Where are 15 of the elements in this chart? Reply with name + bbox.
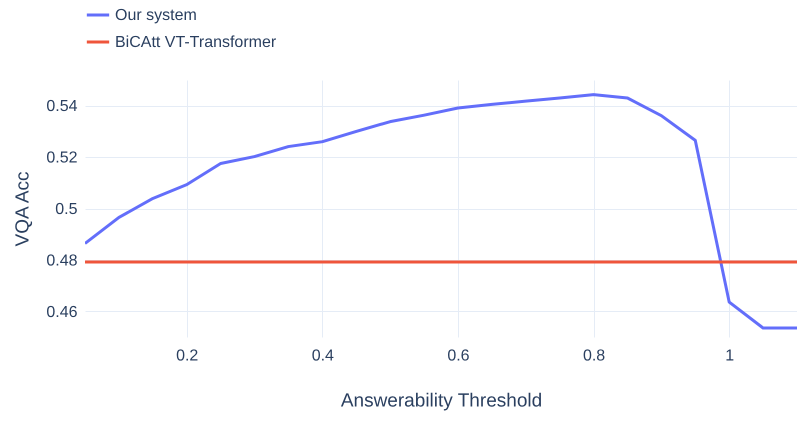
x-tick-label: 0.2 (176, 348, 198, 364)
x-axis-title: Answerability Threshold (340, 390, 542, 412)
y-tick-label: 0.46 (46, 304, 78, 321)
y-tick-label: 0.54 (46, 98, 78, 116)
x-tick-label: 0.6 (447, 348, 470, 364)
x-tick-label: 0.8 (582, 348, 606, 364)
x-tick-label: 0.4 (312, 348, 334, 364)
y-axis-title: VQA Acc (12, 172, 34, 246)
legend-label: Our system (115, 7, 197, 24)
y-tick-label: 0.52 (46, 150, 78, 167)
y-tick-label: 0.5 (55, 201, 78, 218)
line-series (85, 93, 797, 330)
y-tick-label: 0.48 (46, 252, 78, 270)
x-tick-label: 1 (725, 348, 734, 364)
legend-label: BiCAtt VT-Transformer (115, 34, 277, 51)
